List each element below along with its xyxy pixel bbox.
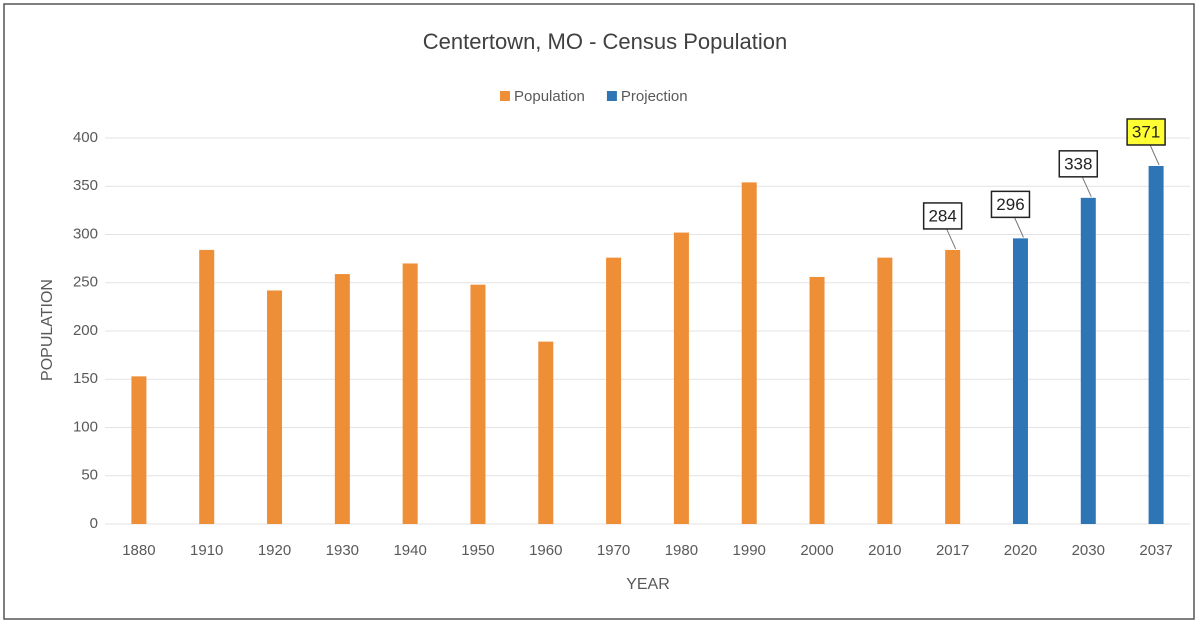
bar xyxy=(1148,165,1164,525)
bar xyxy=(538,341,554,524)
x-tick-label: 2030 xyxy=(1072,542,1105,559)
y-tick-label: 350 xyxy=(73,177,98,194)
x-tick-label: 1940 xyxy=(393,542,426,559)
x-tick-label: 1910 xyxy=(190,542,223,559)
label-leader xyxy=(1149,144,1160,166)
legend-swatch xyxy=(500,91,510,101)
x-tick-label: 1950 xyxy=(461,542,494,559)
x-tick-label: 1930 xyxy=(326,542,359,559)
chart-title: Centertown, MO - Census Population xyxy=(423,29,787,54)
value-label-box xyxy=(1126,118,1166,146)
x-tick-label: 1920 xyxy=(258,542,291,559)
y-tick-label: 250 xyxy=(73,274,98,291)
x-tick-label: 1990 xyxy=(733,542,766,559)
bar xyxy=(470,284,486,524)
bar xyxy=(267,290,283,524)
x-tick-label: 1970 xyxy=(597,542,630,559)
bar xyxy=(741,182,757,524)
value-label: 284 xyxy=(928,206,956,225)
legend-label: Population xyxy=(514,88,585,105)
value-label: 296 xyxy=(996,195,1024,214)
x-tick-label: 1960 xyxy=(529,542,562,559)
value-label: 371 xyxy=(1132,122,1160,141)
value-label-box xyxy=(990,190,1031,219)
x-tick-label: 2000 xyxy=(800,542,833,559)
y-axis-label: POPULATION xyxy=(39,279,56,381)
value-label: 338 xyxy=(1064,154,1092,173)
x-tick-label: 2017 xyxy=(936,542,969,559)
bar xyxy=(945,249,961,524)
x-tick-label: 2010 xyxy=(868,542,901,559)
bar xyxy=(1080,197,1096,524)
bar xyxy=(606,257,622,524)
x-axis-label: YEAR xyxy=(626,576,670,593)
bar xyxy=(809,276,825,524)
bar xyxy=(1012,238,1028,525)
legend-label: Projection xyxy=(621,88,688,105)
y-tick-label: 150 xyxy=(73,370,98,387)
bar xyxy=(199,249,215,524)
x-tick-label: 1980 xyxy=(665,542,698,559)
value-label-box xyxy=(1058,150,1099,178)
label-leader xyxy=(1014,217,1024,238)
legend-swatch xyxy=(606,91,617,101)
y-tick-label: 50 xyxy=(81,467,98,484)
label-leader xyxy=(1081,176,1092,198)
x-tick-label: 1880 xyxy=(122,542,155,559)
bar xyxy=(673,232,689,524)
x-tick-label: 2020 xyxy=(1004,542,1037,559)
bar xyxy=(402,263,418,524)
y-tick-label: 0 xyxy=(90,515,98,532)
y-tick-label: 300 xyxy=(73,225,98,242)
bar xyxy=(334,274,350,524)
bar xyxy=(131,376,147,524)
y-tick-label: 400 xyxy=(73,129,98,146)
x-tick-label: 2037 xyxy=(1139,542,1172,559)
y-tick-label: 200 xyxy=(73,322,98,339)
bar xyxy=(877,257,893,524)
value-label-box xyxy=(922,202,963,230)
y-tick-label: 100 xyxy=(73,418,98,435)
label-leader xyxy=(946,228,957,250)
